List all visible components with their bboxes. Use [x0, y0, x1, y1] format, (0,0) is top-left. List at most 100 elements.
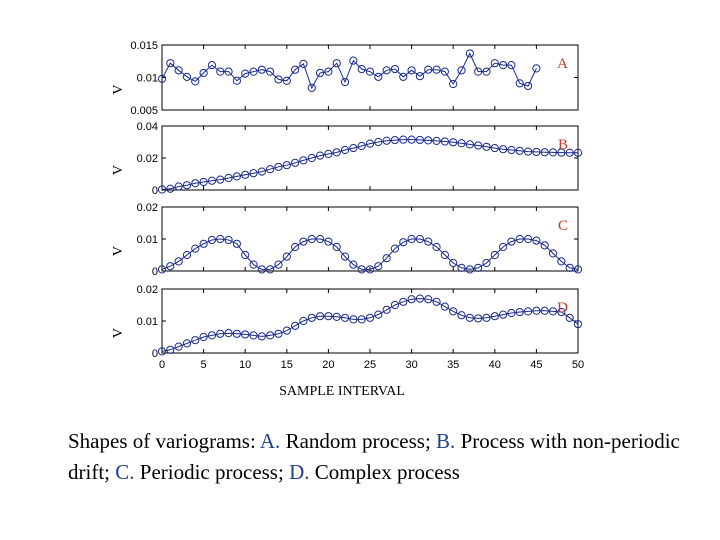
panel-d-data-point	[474, 314, 483, 323]
panel-b-data-point	[257, 167, 266, 176]
panel-a-data-point	[307, 83, 316, 93]
panel-d-data-point	[399, 297, 408, 306]
panel-d-data-point	[207, 331, 217, 340]
panel-d-data-point	[540, 306, 549, 315]
panel-d-data-point	[507, 308, 516, 318]
panel-b-data-point	[232, 172, 241, 181]
panel-a-data-point	[191, 77, 200, 86]
panel-a-ytick-label: 0.005	[130, 105, 158, 117]
panel-d-data-point	[349, 315, 358, 324]
panel-a-data-point	[332, 59, 341, 68]
panel-c-data-point	[291, 242, 300, 252]
panel-a-data-point	[490, 59, 499, 68]
panel-b-data-point	[282, 161, 291, 170]
panel-c-ytick-label: 0.02	[137, 202, 158, 214]
panel-c-data-point	[241, 250, 250, 260]
panel-a-data-point	[382, 66, 391, 75]
panel-c-data-point	[365, 265, 375, 274]
panel-c-data-point	[257, 265, 266, 274]
panel-d-ylabel: V	[111, 328, 126, 338]
panel-a-label: A	[557, 56, 568, 72]
panel-d-data-point	[357, 315, 366, 324]
panel-c-data-point	[332, 242, 341, 252]
panel-a-data-point	[224, 67, 233, 76]
panel-b-data-point	[299, 156, 308, 165]
x-axis-label: SAMPLE INTERVAL	[279, 384, 405, 399]
panel-a-data-point	[474, 67, 483, 76]
panel-b-data-point	[523, 147, 533, 156]
panel-a-data-point	[241, 69, 250, 78]
xtick-label: 20	[322, 359, 334, 371]
panel-a-data-point	[532, 64, 541, 73]
panel-b-data-point	[216, 175, 225, 184]
panel-d-data-point	[573, 320, 583, 329]
panel-c-data-point	[540, 241, 549, 250]
panel-d-data-point	[224, 329, 233, 338]
panel-d-data-point	[432, 297, 441, 306]
panel-d-data-point	[557, 307, 566, 317]
caption-letter-a: A.	[259, 429, 281, 453]
panel-c-data-point	[399, 238, 408, 247]
panel-d-ytick-label: 0	[152, 348, 158, 360]
panel-c-data-point	[424, 237, 433, 246]
panel-b-data-point	[291, 158, 300, 167]
panel-b-data-point	[557, 148, 566, 157]
panel-b-data-point	[474, 141, 483, 150]
panel-a-data-point	[216, 67, 225, 76]
panel-d-data-point	[457, 311, 466, 320]
panel-b-data-point	[324, 149, 333, 159]
panel-a-data-point	[274, 75, 283, 84]
caption-text-d: Complex process	[309, 460, 460, 484]
panel-c-data-point	[315, 234, 325, 244]
panel-a-frame	[161, 44, 579, 111]
xtick-label: 35	[447, 359, 459, 371]
panel-c-data-point	[166, 262, 175, 271]
panel-d-data-point	[515, 307, 524, 317]
panel-c-data-point	[474, 263, 483, 272]
panel-b-data-point	[540, 148, 549, 157]
panel-d-data-point	[182, 339, 192, 348]
panel-d-data-point	[266, 331, 275, 340]
panel-c-data-point	[282, 252, 291, 261]
panel-d-data-point	[365, 313, 375, 322]
panel-b-data-point	[357, 141, 366, 151]
panel-a-data-point	[374, 72, 383, 81]
panel-b-ytick-label: 0.04	[137, 121, 158, 133]
panel-c-data-point	[390, 244, 400, 253]
panel-a-data-point	[157, 74, 167, 83]
panel-d-data-point	[282, 326, 291, 335]
panel-c-data-point	[490, 250, 499, 260]
panel-b-data-point	[266, 165, 275, 174]
panel-b-data-point	[315, 151, 325, 160]
panel-c-data-point	[515, 234, 524, 244]
panel-a-data-point	[365, 67, 375, 76]
panel-c-data-point	[523, 234, 533, 244]
panel-d-label: D	[557, 300, 568, 316]
panel-c-data-point	[224, 235, 233, 245]
panel-d-data-point	[332, 312, 341, 321]
xtick-label: 5	[201, 359, 207, 371]
panel-d-data-point	[499, 310, 508, 319]
panel-c-ytick-label: 0	[152, 266, 158, 278]
panel-a-data-point	[407, 66, 416, 75]
panel-c-data-point	[266, 265, 275, 274]
panel-d-data-point	[374, 310, 383, 319]
panel-d-series-line	[161, 298, 579, 352]
panel-c-data-point	[449, 258, 458, 268]
panel-b-data-point	[382, 136, 391, 145]
xtick-label: 25	[364, 359, 376, 371]
xtick-label: 0	[159, 359, 165, 371]
caption-letter-d: D.	[289, 460, 310, 484]
panel-b-label: B	[558, 137, 568, 153]
panel-c-data-point	[349, 260, 358, 269]
panel-b-data-point	[274, 162, 283, 171]
panel-d-data-point	[340, 313, 350, 322]
panel-c-data-point	[274, 260, 283, 269]
panel-a-data-point	[523, 81, 533, 91]
panel-b-data-point	[465, 140, 474, 149]
panel-d-data-point	[241, 330, 250, 339]
panel-b-data-point	[207, 176, 217, 185]
variogram-chart: 0.0050.010.015VA00.020.04VB00.010.02VC00…	[111, 40, 584, 399]
panel-b-data-point	[174, 182, 183, 191]
panel-a-data-point	[249, 67, 258, 76]
